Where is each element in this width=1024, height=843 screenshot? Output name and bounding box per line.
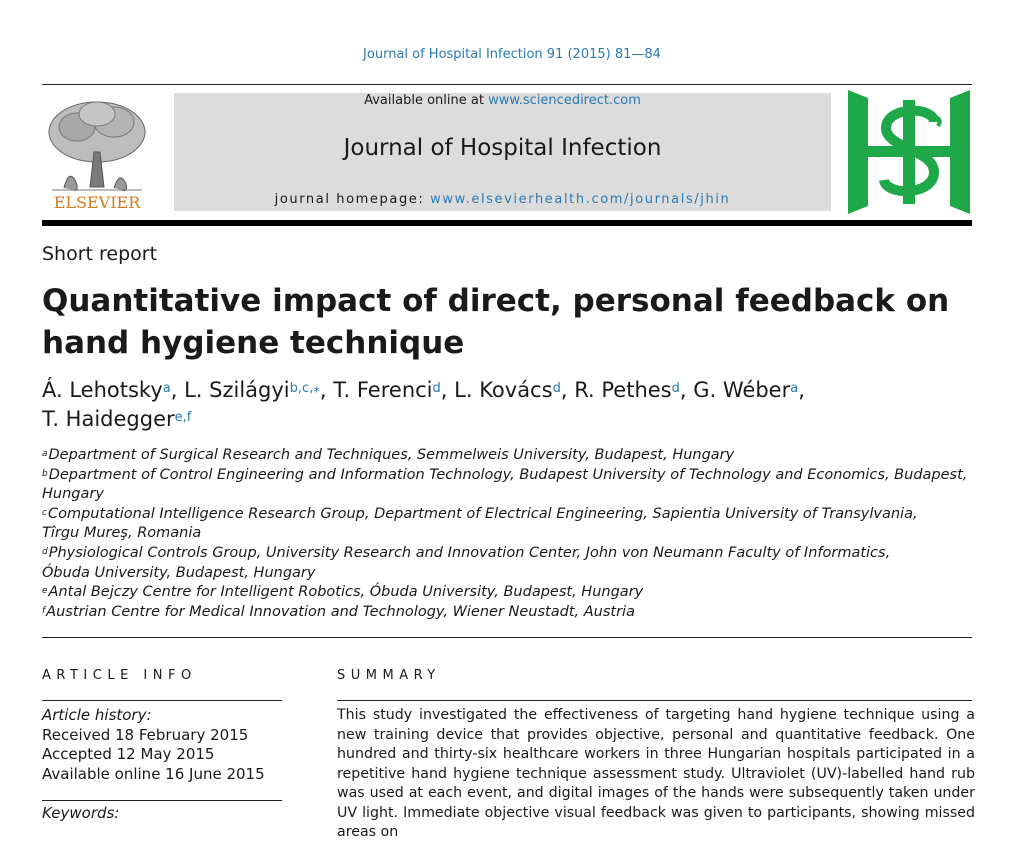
author: T. Haideggere,f — [42, 407, 192, 431]
keywords-label: Keywords: — [42, 804, 120, 822]
author: Á. Lehotskya, — [42, 378, 185, 402]
author: L. Kovácsd, — [454, 378, 575, 402]
accepted-date: Accepted 12 May 2015 — [42, 745, 215, 763]
title-line-1: Quantitative impact of direct, personal … — [42, 283, 950, 319]
journal-name: Journal of Hospital Infection — [343, 135, 662, 161]
author: R. Pethesd, — [574, 378, 694, 402]
article-title: Quantitative impact of direct, personal … — [42, 280, 972, 364]
author-affiliation-link[interactable]: d — [552, 381, 561, 396]
author-affiliation-link[interactable]: d — [671, 381, 680, 396]
summary-text: This study investigated the effectivenes… — [337, 707, 975, 840]
affiliation-item: cComputational Intelligence Research Gro… — [42, 505, 918, 542]
author-affiliation-link[interactable]: a — [162, 381, 171, 396]
affiliation-item: bDepartment of Control Engineering and I… — [42, 466, 968, 503]
author-list: Á. Lehotskya, L. Szilágyib,c,⁎, T. Feren… — [42, 376, 982, 434]
received-date: Received 18 February 2015 — [42, 725, 249, 744]
sciencedirect-link[interactable]: www.sciencedirect.com — [488, 93, 641, 108]
article-info-heading: ARTICLE INFO — [42, 668, 197, 683]
online-date: Available online 16 June 2015 — [42, 764, 265, 783]
his-journal-logo-icon[interactable] — [846, 88, 972, 216]
header-thick-divider — [42, 220, 972, 226]
available-online-line: Available online at www.sciencedirect.co… — [174, 93, 831, 108]
journal-citation[interactable]: Journal of Hospital Infection 91 (2015) … — [363, 47, 661, 62]
author-affiliation-link[interactable]: a — [790, 381, 799, 396]
section-divider — [42, 637, 972, 638]
article-info-divider — [42, 700, 282, 701]
affiliation-list: aDepartment of Surgical Research and Tec… — [42, 446, 977, 622]
homepage-prefix: journal homepage: — [274, 192, 431, 207]
author: T. Ferencid, — [333, 378, 455, 402]
journal-homepage-link[interactable]: www.elsevierhealth.com/journals/jhin — [430, 192, 731, 207]
article-type: Short report — [42, 243, 158, 265]
keywords-divider — [42, 800, 282, 801]
top-divider — [42, 84, 972, 85]
affiliation-item: eAntal Bejczy Centre for Intelligent Rob… — [42, 584, 644, 601]
affiliation-item: dPhysiological Controls Group, Universit… — [42, 544, 891, 581]
title-line-2: hand hygiene technique — [42, 325, 465, 361]
homepage-line: journal homepage: www.elsevierhealth.com… — [174, 192, 831, 207]
affiliation-item: aDepartment of Surgical Research and Tec… — [42, 447, 735, 463]
elsevier-tree-icon[interactable] — [42, 92, 152, 214]
elsevier-wordmark: ELSEVIER — [53, 193, 141, 212]
author: G. Wébera, — [693, 378, 805, 402]
author-affiliation-link[interactable]: b,c,⁎ — [289, 381, 320, 396]
article-history: Article history: Received 18 February 20… — [42, 706, 292, 784]
journal-banner: Available online at www.sciencedirect.co… — [174, 93, 831, 211]
history-label: Article history: — [42, 706, 152, 724]
author: L. Szilágyib,c,⁎, — [184, 378, 334, 402]
author-affiliation-link[interactable]: e,f — [174, 410, 192, 425]
available-prefix: Available online at — [364, 93, 489, 108]
author-affiliation-link[interactable]: d — [432, 381, 441, 396]
summary-heading: SUMMARY — [337, 668, 441, 683]
affiliation-item: fAustrian Centre for Medical Innovation … — [42, 603, 635, 620]
summary-divider — [337, 700, 972, 701]
